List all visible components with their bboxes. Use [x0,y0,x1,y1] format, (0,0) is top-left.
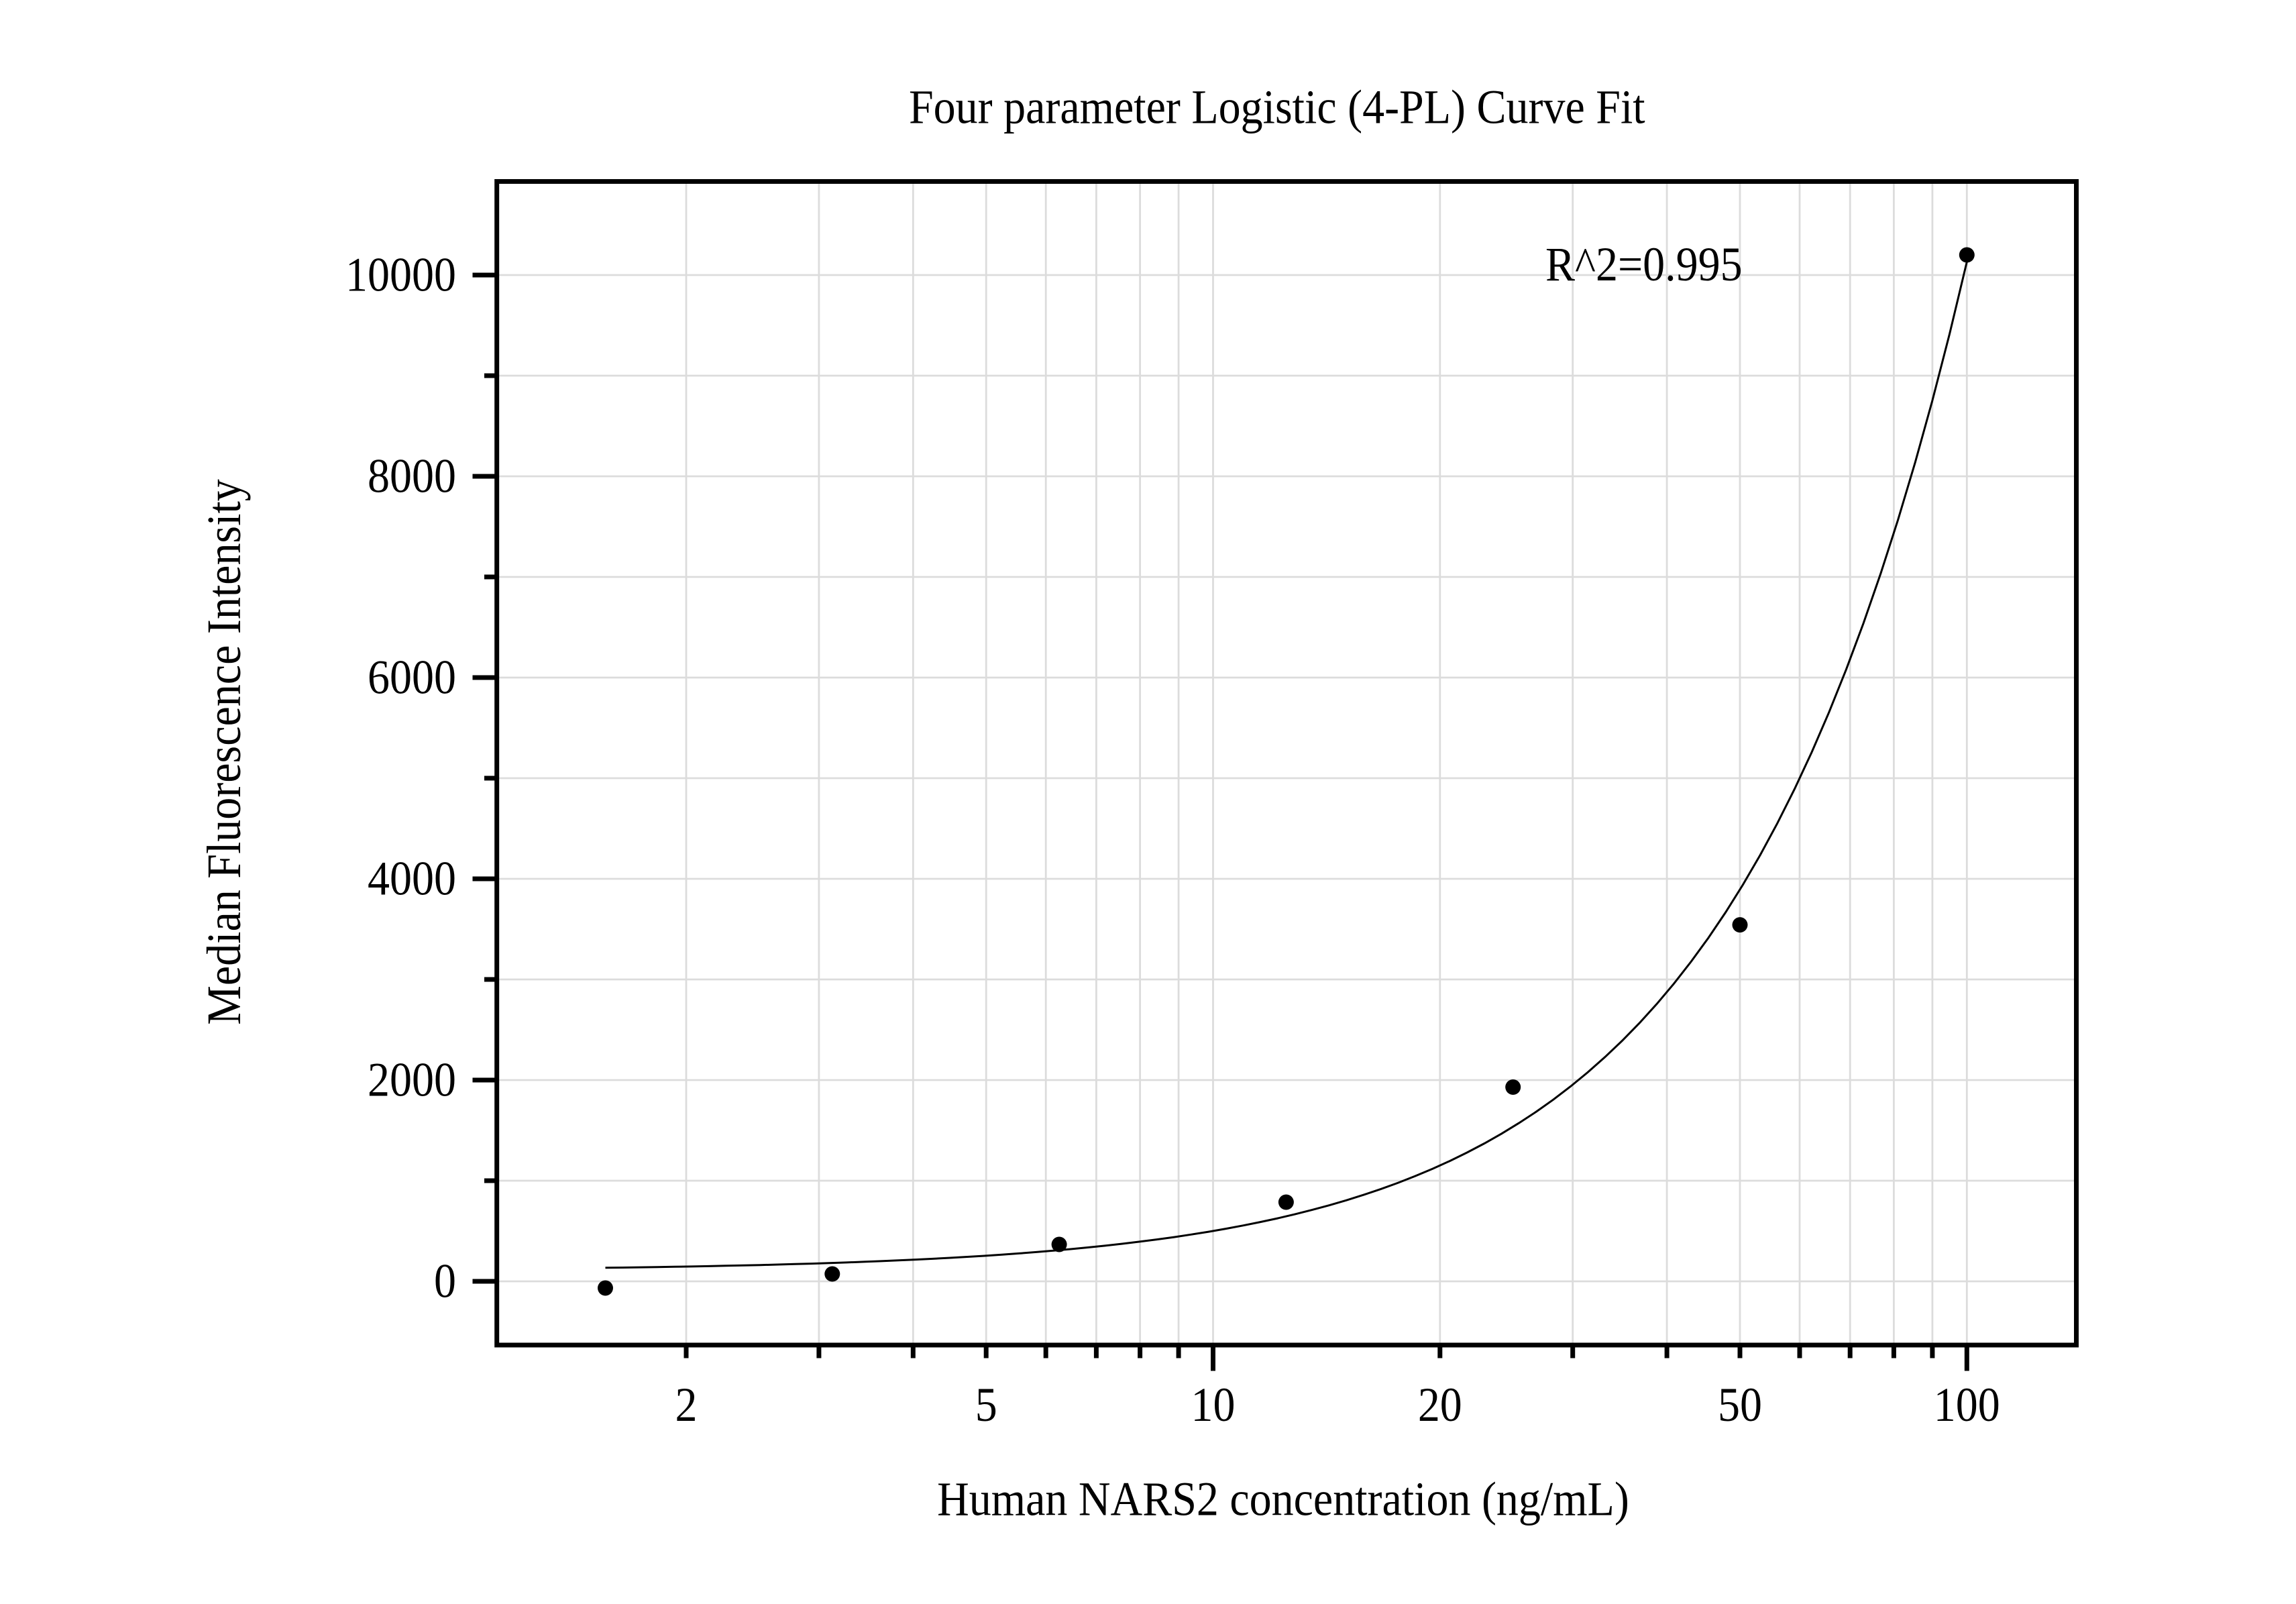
svg-text:R^2=0.995: R^2=0.995 [1545,237,1743,290]
svg-text:6000: 6000 [368,650,456,704]
svg-text:50: 50 [1718,1377,1762,1431]
svg-text:Median Fluorescence Intensity: Median Fluorescence Intensity [197,479,250,1025]
svg-text:0: 0 [434,1254,456,1307]
svg-text:Four parameter Logistic (4-PL): Four parameter Logistic (4-PL) Curve Fit [909,80,1645,133]
svg-text:2: 2 [675,1377,698,1431]
svg-text:5: 5 [975,1377,997,1431]
svg-text:8000: 8000 [368,449,456,502]
svg-text:100: 100 [1934,1377,2000,1431]
svg-text:10000: 10000 [345,248,456,301]
svg-text:10: 10 [1191,1377,1236,1431]
svg-text:2000: 2000 [368,1053,456,1106]
svg-text:20: 20 [1418,1377,1462,1431]
svg-text:4000: 4000 [368,851,456,905]
svg-text:Human NARS2 concentration (ng/: Human NARS2 concentration (ng/mL) [937,1472,1629,1526]
